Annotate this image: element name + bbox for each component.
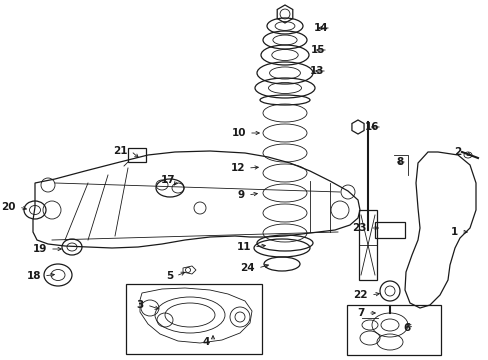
Text: 7: 7 xyxy=(357,308,364,318)
Text: 1: 1 xyxy=(450,227,457,237)
Bar xyxy=(346,305,440,355)
Text: 12: 12 xyxy=(230,163,244,173)
Text: 15: 15 xyxy=(310,45,325,55)
Text: 18: 18 xyxy=(26,271,41,281)
Text: 13: 13 xyxy=(309,66,324,76)
Bar xyxy=(128,148,146,162)
Text: 11: 11 xyxy=(236,242,250,252)
Text: 19: 19 xyxy=(33,244,47,254)
Text: 16: 16 xyxy=(364,122,378,132)
Text: 24: 24 xyxy=(240,263,254,273)
Text: 17: 17 xyxy=(160,175,175,185)
Bar xyxy=(126,284,262,354)
Text: 23: 23 xyxy=(352,223,366,233)
Text: 6: 6 xyxy=(403,323,410,333)
Text: 20: 20 xyxy=(1,202,16,212)
Text: 4: 4 xyxy=(202,337,209,347)
Text: 22: 22 xyxy=(353,290,367,300)
Text: 14: 14 xyxy=(313,23,327,33)
Text: 10: 10 xyxy=(231,128,245,138)
Bar xyxy=(374,222,404,238)
Text: 9: 9 xyxy=(237,190,244,200)
Text: 5: 5 xyxy=(165,271,173,281)
Text: 3: 3 xyxy=(137,300,143,310)
Text: 8: 8 xyxy=(396,157,403,167)
Text: 2: 2 xyxy=(453,147,460,157)
Text: 21: 21 xyxy=(113,146,128,156)
